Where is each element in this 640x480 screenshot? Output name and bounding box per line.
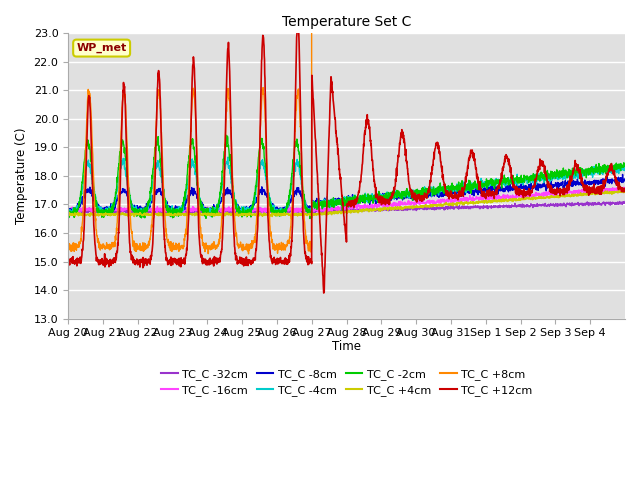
- TC_C +4cm: [240, 211, 248, 216]
- TC_C -8cm: [380, 197, 388, 203]
- Y-axis label: Temperature (C): Temperature (C): [15, 128, 28, 224]
- TC_C -4cm: [381, 193, 388, 199]
- TC_C -32cm: [515, 203, 522, 208]
- TC_C -8cm: [64, 209, 72, 215]
- TC_C -32cm: [616, 199, 623, 204]
- TC_C -16cm: [621, 186, 629, 192]
- TC_C +8cm: [244, 251, 252, 257]
- TC_C +4cm: [64, 211, 72, 217]
- TC_C -16cm: [515, 193, 522, 199]
- TC_C -4cm: [614, 167, 621, 173]
- TC_C -8cm: [621, 176, 629, 182]
- TC_C +8cm: [120, 87, 127, 93]
- TC_C -4cm: [241, 205, 248, 211]
- X-axis label: Time: Time: [332, 340, 361, 353]
- TC_C -2cm: [614, 164, 621, 169]
- TC_C +12cm: [515, 190, 522, 195]
- TC_C +4cm: [613, 189, 621, 195]
- TC_C +12cm: [621, 186, 629, 192]
- TC_C -16cm: [613, 185, 621, 191]
- TC_C -8cm: [120, 188, 127, 193]
- TC_C -4cm: [64, 209, 72, 215]
- TC_C +4cm: [380, 206, 388, 212]
- Line: TC_C +8cm: TC_C +8cm: [68, 0, 625, 254]
- Line: TC_C +12cm: TC_C +12cm: [68, 22, 625, 293]
- Legend: TC_C -32cm, TC_C -16cm, TC_C -8cm, TC_C -4cm, TC_C -2cm, TC_C +4cm, TC_C +8cm, T: TC_C -32cm, TC_C -16cm, TC_C -8cm, TC_C …: [156, 364, 537, 400]
- TC_C -32cm: [613, 201, 621, 207]
- Line: TC_C -4cm: TC_C -4cm: [68, 157, 625, 216]
- TC_C +4cm: [621, 190, 629, 195]
- TC_C -16cm: [546, 192, 554, 197]
- TC_C +12cm: [546, 188, 554, 194]
- TC_C +12cm: [294, 19, 301, 25]
- TC_C +4cm: [268, 214, 276, 219]
- TC_C -32cm: [546, 203, 554, 209]
- TC_C -8cm: [546, 182, 554, 188]
- TC_C +12cm: [120, 84, 127, 90]
- TC_C -4cm: [224, 155, 232, 160]
- TC_C -16cm: [380, 202, 388, 208]
- TC_C -4cm: [120, 160, 127, 166]
- TC_C -2cm: [381, 195, 388, 201]
- Line: TC_C -8cm: TC_C -8cm: [68, 174, 625, 215]
- TC_C +12cm: [614, 180, 621, 186]
- Text: WP_met: WP_met: [77, 43, 127, 53]
- TC_C -8cm: [619, 171, 627, 177]
- TC_C -8cm: [134, 212, 142, 217]
- TC_C +12cm: [381, 196, 388, 202]
- TC_C -2cm: [120, 142, 127, 148]
- TC_C +4cm: [546, 194, 554, 200]
- TC_C -32cm: [621, 199, 629, 204]
- TC_C -4cm: [207, 214, 215, 219]
- TC_C -32cm: [380, 206, 388, 212]
- TC_C -2cm: [64, 211, 72, 217]
- TC_C -8cm: [613, 180, 621, 185]
- TC_C -2cm: [515, 176, 522, 181]
- TC_C -32cm: [64, 207, 72, 213]
- Line: TC_C -32cm: TC_C -32cm: [68, 202, 625, 214]
- TC_C +4cm: [621, 188, 628, 193]
- Title: Temperature Set C: Temperature Set C: [282, 15, 412, 29]
- TC_C -32cm: [120, 209, 127, 215]
- TC_C -32cm: [241, 209, 248, 215]
- TC_C -4cm: [621, 163, 629, 169]
- TC_C +12cm: [320, 290, 328, 296]
- TC_C -8cm: [241, 209, 248, 215]
- TC_C -4cm: [515, 177, 522, 183]
- TC_C -16cm: [120, 207, 127, 213]
- TC_C +4cm: [120, 212, 127, 217]
- TC_C -32cm: [157, 211, 165, 216]
- TC_C +12cm: [64, 260, 72, 266]
- TC_C -2cm: [546, 175, 554, 181]
- TC_C -16cm: [240, 207, 248, 213]
- Line: TC_C +4cm: TC_C +4cm: [68, 191, 625, 216]
- TC_C +8cm: [240, 246, 248, 252]
- TC_C -8cm: [515, 183, 522, 189]
- TC_C -4cm: [546, 175, 554, 181]
- Line: TC_C -2cm: TC_C -2cm: [68, 135, 625, 218]
- TC_C -2cm: [621, 161, 629, 167]
- TC_C +12cm: [240, 260, 248, 266]
- TC_C -2cm: [306, 216, 314, 221]
- TC_C -16cm: [64, 208, 72, 214]
- TC_C +4cm: [515, 197, 522, 203]
- TC_C -16cm: [620, 184, 628, 190]
- Line: TC_C -16cm: TC_C -16cm: [68, 187, 625, 214]
- TC_C +8cm: [64, 242, 72, 248]
- TC_C -2cm: [223, 132, 230, 138]
- TC_C -2cm: [241, 210, 248, 216]
- TC_C -16cm: [315, 211, 323, 216]
